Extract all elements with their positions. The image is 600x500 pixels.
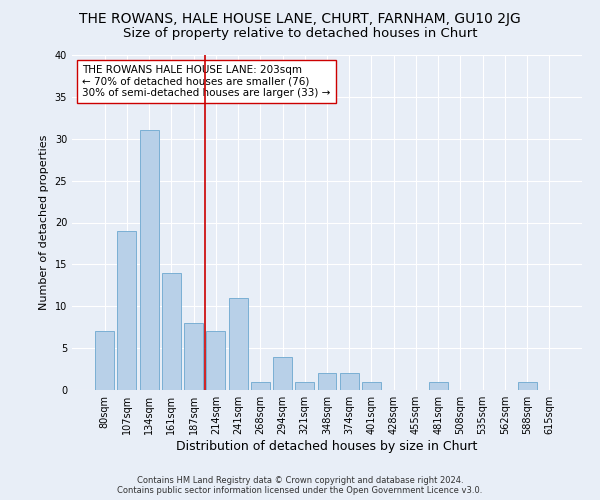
Bar: [206, 332, 225, 390]
X-axis label: Distribution of detached houses by size in Churt: Distribution of detached houses by size …: [176, 440, 478, 453]
Text: Size of property relative to detached houses in Churt: Size of property relative to detached ho…: [123, 28, 477, 40]
Text: THE ROWANS HALE HOUSE LANE: 203sqm
← 70% of detached houses are smaller (76)
30%: THE ROWANS HALE HOUSE LANE: 203sqm ← 70%…: [82, 65, 331, 98]
Bar: [162, 273, 181, 390]
Bar: [273, 356, 292, 390]
Bar: [295, 382, 314, 390]
Bar: [251, 382, 270, 390]
Bar: [362, 382, 381, 390]
Bar: [429, 382, 448, 390]
Text: Contains HM Land Registry data © Crown copyright and database right 2024.
Contai: Contains HM Land Registry data © Crown c…: [118, 476, 482, 495]
Bar: [340, 373, 359, 390]
Bar: [184, 323, 203, 390]
Bar: [518, 382, 536, 390]
Bar: [95, 332, 114, 390]
Text: THE ROWANS, HALE HOUSE LANE, CHURT, FARNHAM, GU10 2JG: THE ROWANS, HALE HOUSE LANE, CHURT, FARN…: [79, 12, 521, 26]
Bar: [118, 231, 136, 390]
Bar: [229, 298, 248, 390]
Y-axis label: Number of detached properties: Number of detached properties: [39, 135, 49, 310]
Bar: [140, 130, 158, 390]
Bar: [317, 373, 337, 390]
